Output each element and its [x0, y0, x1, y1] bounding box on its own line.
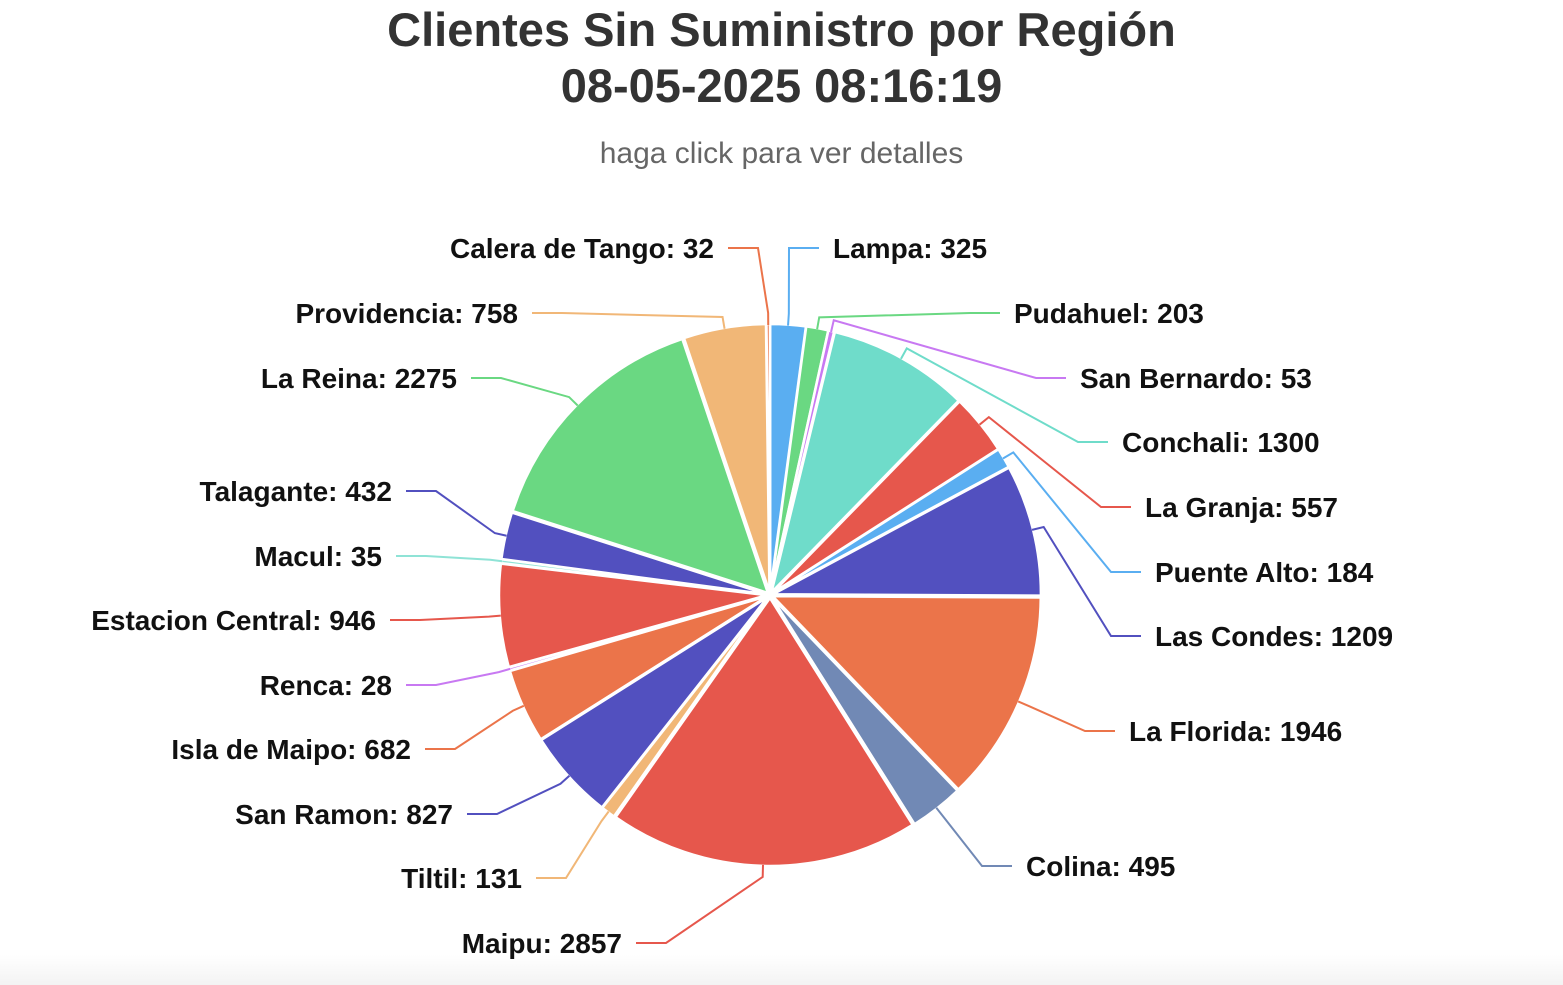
data-label-la-reina[interactable]: La Reina: 2275	[261, 363, 457, 394]
connector-la-reina	[471, 377, 579, 407]
connector-la-granja	[978, 415, 1131, 508]
connector-conchali	[900, 347, 1108, 443]
data-label-pudahuel[interactable]: Pudahuel: 203	[1014, 298, 1204, 329]
chart-title: Clientes Sin Suministro por Región	[387, 3, 1176, 56]
connector-calera-de-tango	[728, 247, 770, 326]
data-label-san-bernardo[interactable]: San Bernardo: 53	[1080, 363, 1312, 394]
chart-title-date: 08-05-2025 08:16:19	[560, 59, 1003, 112]
data-label-la-florida[interactable]: La Florida: 1946	[1129, 716, 1342, 747]
connector-la-florida	[1017, 700, 1115, 732]
connector-isla-de-maipo	[425, 704, 525, 750]
connector-pudahuel	[816, 312, 1000, 330]
connector-san-ramon	[467, 774, 571, 815]
connector-talagante	[406, 490, 507, 537]
connector-las-condes	[1031, 525, 1141, 637]
connector-renca	[406, 667, 511, 686]
connector-tiltil	[536, 810, 610, 879]
chart-subtitle[interactable]: haga click para ver detalles	[599, 137, 964, 170]
connector-estacion-central	[390, 614, 501, 621]
data-label-isla-de-maipo[interactable]: Isla de Maipo: 682	[171, 734, 411, 765]
data-label-tiltil[interactable]: Tiltil: 131	[401, 863, 522, 894]
data-label-la-granja[interactable]: La Granja: 557	[1145, 492, 1338, 523]
data-label-talagante[interactable]: Talagante: 432	[200, 476, 392, 507]
data-label-lampa[interactable]: Lampa: 325	[833, 233, 987, 264]
connector-macul	[396, 555, 503, 563]
connector-colina	[935, 807, 1012, 867]
data-label-conchali[interactable]: Conchali: 1300	[1122, 427, 1320, 458]
data-label-renca[interactable]: Renca: 28	[260, 670, 392, 701]
data-label-calera-de-tango[interactable]: Calera de Tango: 32	[450, 233, 714, 264]
connector-maipu	[636, 864, 765, 944]
data-labels: Lampa: 325 Pudahuel: 203 San Bernardo: 53 C…	[91, 233, 1393, 959]
data-label-las-condes[interactable]: Las Condes: 1209	[1155, 621, 1393, 652]
data-label-san-ramon[interactable]: San Ramon: 827	[235, 799, 453, 830]
data-label-estacion-central[interactable]: Estacion Central: 946	[91, 605, 376, 636]
connector-san-bernardo	[830, 319, 1066, 379]
data-label-colina[interactable]: Colina: 495	[1026, 851, 1175, 882]
data-label-puente-alto[interactable]: Puente Alto: 184	[1155, 557, 1374, 588]
connector-puente-alto	[1002, 451, 1141, 573]
data-label-providencia[interactable]: Providencia: 758	[295, 298, 518, 329]
pie-slices	[497, 322, 1043, 868]
data-label-maipu[interactable]: Maipu: 2857	[462, 928, 622, 959]
connector-providencia	[532, 312, 726, 330]
label-connectors	[390, 247, 1141, 944]
connector-lampa	[787, 247, 819, 326]
data-label-macul[interactable]: Macul: 35	[254, 541, 382, 572]
